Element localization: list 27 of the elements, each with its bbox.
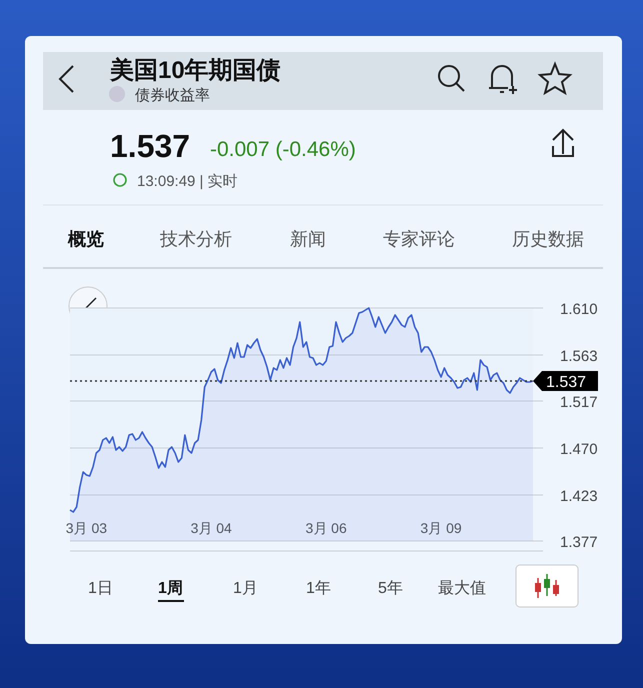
chart-subtitle: 债券收益率 bbox=[135, 87, 210, 104]
text: 最大值 bbox=[438, 579, 486, 597]
text: 1周 bbox=[158, 580, 183, 597]
text: -0.007 (-0.46%) bbox=[210, 138, 356, 161]
text: 1.537 bbox=[110, 128, 190, 164]
text: 5年 bbox=[378, 580, 403, 597]
y-tick-label: 1.377 bbox=[560, 534, 598, 551]
x-tick-label: 3月 09 bbox=[420, 520, 462, 536]
y-tick-label: 1.470 bbox=[560, 441, 598, 458]
y-tick-label: 1.517 bbox=[560, 394, 598, 411]
text: 1年 bbox=[306, 580, 331, 597]
text: 专家评论 bbox=[383, 229, 455, 249]
chart-title: 美国10年期国债 bbox=[109, 56, 281, 84]
text: 历史数据 bbox=[512, 229, 584, 249]
text: 技术分析 bbox=[159, 229, 232, 249]
text: 概览 bbox=[67, 229, 104, 249]
text: 13:09:49 | 实时 bbox=[137, 173, 238, 190]
x-tick-label: 3月 04 bbox=[190, 520, 232, 536]
text: 1日 bbox=[88, 580, 113, 597]
y-tick-label: 1.563 bbox=[560, 348, 598, 365]
x-tick-label: 3月 03 bbox=[66, 520, 108, 536]
y-tick-label: 1.423 bbox=[560, 488, 598, 505]
y-tick-label: 1.610 bbox=[560, 301, 598, 318]
x-tick-label: 3月 06 bbox=[306, 520, 347, 536]
text: 1月 bbox=[233, 580, 258, 597]
ref-line-label: 1.537 bbox=[546, 374, 586, 391]
text: 新闻 bbox=[290, 229, 326, 249]
